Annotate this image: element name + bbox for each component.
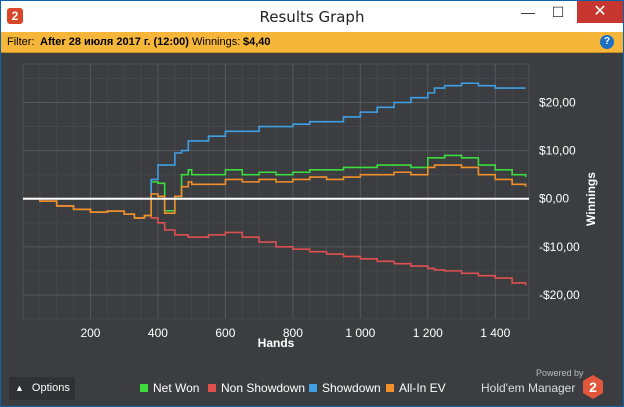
y-tick-label: -$20,00 [539,288,580,302]
chevron-up-icon: ▲ [15,383,24,393]
legend-swatch [140,384,148,392]
y-tick-label: -$10,00 [539,240,580,254]
winnings-label: Winnings: [192,36,241,48]
y-tick-labels: $20,00 $10,00 $0,00 -$10,00 -$20,00 [539,95,580,301]
bottom-bar: ▲ Options Net Won Non Showdown Showdown A… [1,368,623,406]
legend-label: All-In EV [399,381,446,395]
x-tick-label: 1 400 [480,326,510,340]
filter-label: Filter: [7,36,35,48]
legend-swatch [309,384,317,392]
hm2-logo-icon: 2 [583,375,603,399]
filter-bar: Filter: After 28 июля 2017 г. (12:00) Wi… [1,32,623,53]
legend-swatch [208,384,216,392]
legend-swatch [386,384,394,392]
y-tick-label: $20,00 [539,95,576,109]
x-tick-label: 1 200 [413,326,443,340]
brand-name: Hold'em Manager [481,381,576,395]
chart-grid [22,63,530,320]
powered-by-text: Powered by [536,368,584,378]
y-tick-label: $10,00 [539,144,576,158]
maximize-button[interactable]: ☐ [551,4,565,20]
legend-item-showdown[interactable]: Showdown [309,381,381,395]
series-line-showdown [23,82,526,200]
legend-label: Non Showdown [221,381,306,395]
x-tick-labels: 200 400 600 800 1 000 1 200 1 400 [80,326,510,340]
legend-label: Net Won [153,381,200,395]
legend-item-non-showdown[interactable]: Non Showdown [208,381,305,395]
chart-series [23,82,527,286]
options-label: Options [31,382,70,394]
app-logo-icon: 2 [7,8,23,24]
minimize-button[interactable]: — [521,4,535,20]
legend-item-net-won[interactable]: Net Won [140,381,199,395]
x-axis-label: Hands [258,336,295,350]
options-button[interactable]: ▲ Options [9,377,75,400]
title-bar[interactable]: 2 Results Graph — ☐ ✕ [1,1,623,32]
legend-item-all-in-ev[interactable]: All-In EV [386,381,446,395]
x-tick-label: 400 [148,326,168,340]
results-chart: 200 400 600 800 1 000 1 200 1 400 $20,00 $10,00… [1,53,623,373]
close-button[interactable]: ✕ [577,1,623,23]
x-tick-label: 1 000 [345,326,375,340]
x-tick-label: 800 [283,326,303,340]
legend-label: Showdown [322,381,381,395]
y-axis-label: Winnings [584,172,598,226]
window-title: Results Graph [259,8,365,26]
filter-value: After 28 июля 2017 г. (12:00) [40,36,189,48]
winnings-value: $4,40 [243,36,271,48]
x-tick-label: 600 [215,326,235,340]
help-icon[interactable]: ? [600,35,614,49]
y-tick-label: $0,00 [539,192,569,206]
series-line-all-in-ev [23,164,527,219]
x-tick-label: 200 [80,326,100,340]
chart-svg: 200 400 600 800 1 000 1 200 1 400 $20,00 $10,00… [22,63,598,350]
